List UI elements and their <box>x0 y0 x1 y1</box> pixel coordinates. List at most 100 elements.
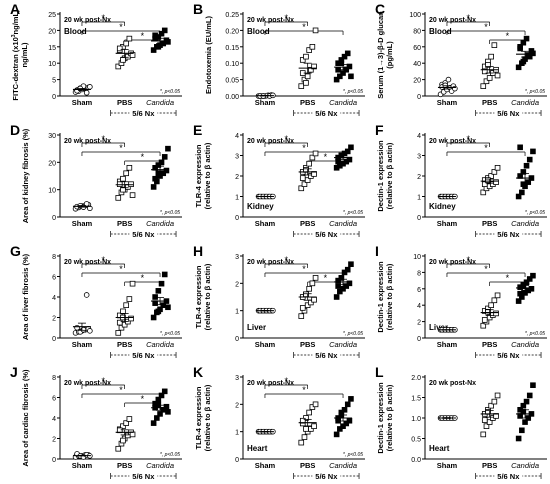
group-label: 5/6 Nx <box>132 230 155 239</box>
data-point <box>520 39 527 46</box>
data-point <box>348 73 354 80</box>
y-tick-label: 5 <box>52 78 56 85</box>
timepoint-label: 20 wk post-Nx <box>247 138 294 145</box>
x-tick-label: Sham <box>437 219 458 228</box>
data-point <box>481 317 488 323</box>
data-point <box>304 73 311 80</box>
data-point <box>158 280 165 287</box>
p-value-note: *, p<0.05 <box>160 89 180 95</box>
x-tick-label: PBS <box>300 340 315 349</box>
data-point <box>335 158 341 165</box>
data-point <box>312 275 319 281</box>
y-tick-label: 2 <box>235 174 239 181</box>
data-point <box>486 75 493 81</box>
sig-star: * <box>302 385 306 395</box>
data-point <box>161 388 168 395</box>
data-point <box>483 423 490 429</box>
data-point <box>150 47 157 53</box>
timepoint-label: 20 wk post-Nx <box>429 380 476 387</box>
y-tick-label: 20 <box>48 28 56 35</box>
panel-letter: A <box>10 1 20 17</box>
sig-star: * <box>119 385 123 395</box>
group-label-bg <box>312 108 341 117</box>
sig-star: * <box>302 264 306 274</box>
y-tick-label: 0.05 <box>225 78 239 85</box>
data-point <box>128 315 134 322</box>
y-axis-label-line: Dectin-1 expression <box>376 382 385 454</box>
data-point <box>301 434 308 440</box>
y-tick-label: 0.5 <box>411 437 421 444</box>
y-tick-label: 20 <box>48 160 56 167</box>
y-axis-label: TLR-4 expression(relative to β actin) <box>194 142 212 209</box>
data-point <box>494 292 501 299</box>
timepoint-label: 20 wk post-Nx <box>247 259 294 266</box>
data-point <box>115 195 122 201</box>
data-point <box>483 78 490 85</box>
y-tick-label: 100 <box>409 12 421 19</box>
y-tick-label: 0 <box>52 94 56 101</box>
y-tick-label: 4 <box>52 295 56 302</box>
timepoint-label: 20 wk post-Nx <box>64 138 111 145</box>
data-point <box>312 401 319 408</box>
y-axis-label: Area of cardiac fibrosis (%) <box>21 369 30 467</box>
data-point <box>481 181 488 188</box>
y-tick-label: 0 <box>417 336 421 343</box>
sig-star: * <box>285 13 289 23</box>
data-point <box>338 60 345 66</box>
y-axis-label-line: Area of cardiac fibrosis (%) <box>21 369 30 467</box>
y-tick-label: 10 <box>413 254 421 261</box>
panel-d: D 0 10 20 30 Area of kidney fibrosis (%) 20 wk… <box>10 122 182 239</box>
group-label: 5/6 Nx <box>132 472 155 481</box>
data-point <box>83 292 90 298</box>
group-label-bg <box>494 108 523 117</box>
y-tick-label: 0 <box>235 336 239 343</box>
data-point <box>116 45 123 52</box>
data-point <box>309 280 316 287</box>
y-tick-label: 20 <box>413 78 421 85</box>
y-tick-label: 0.10 <box>225 61 239 68</box>
data-point <box>155 288 162 294</box>
data-point <box>154 415 160 421</box>
data-point <box>163 403 170 410</box>
y-tick-label: 8 <box>52 375 56 382</box>
tissue-label: Blood <box>64 27 87 36</box>
data-point <box>155 308 162 315</box>
sig-star: * <box>141 31 145 41</box>
data-point <box>348 396 354 402</box>
x-tick-label: Candida <box>329 98 357 107</box>
p-value-note: *, p<0.05 <box>525 89 545 95</box>
sig-star: * <box>302 143 306 153</box>
data-point <box>309 154 316 161</box>
x-tick-label: Candida <box>511 98 539 107</box>
sig-star: * <box>119 264 123 274</box>
sig-star: * <box>285 255 289 265</box>
data-point <box>528 285 535 292</box>
data-point <box>530 50 536 57</box>
x-tick-label: Sham <box>255 98 276 107</box>
data-point <box>520 58 527 65</box>
y-tick-label: 30 <box>48 133 56 140</box>
data-point <box>494 72 501 79</box>
data-point <box>480 83 487 89</box>
data-point <box>74 324 80 331</box>
y-tick-label: 0 <box>52 215 56 222</box>
tissue-label: Liver <box>429 323 448 332</box>
data-point <box>515 193 522 200</box>
panel-letter: F <box>375 122 384 138</box>
x-tick-label: Sham <box>437 98 458 107</box>
panel-letter: G <box>10 243 21 259</box>
data-point <box>165 409 171 415</box>
group-label-bg <box>494 229 523 238</box>
y-tick-label: 0 <box>235 215 239 222</box>
data-point <box>488 173 494 179</box>
y-axis-label: Area of liver fibrosis (%) <box>21 253 30 340</box>
sig-star: * <box>324 273 328 283</box>
data-point <box>517 144 523 151</box>
y-tick-label: 0 <box>52 336 56 343</box>
tissue-label: Kidney <box>429 202 456 211</box>
timepoint-label: 20 wk post-Nx <box>64 259 111 266</box>
sig-star: * <box>467 134 471 144</box>
group-label: 5/6 Nx <box>132 109 155 118</box>
p-value-note: *, p<0.05 <box>160 210 180 216</box>
y-tick-label: 3 <box>235 254 239 261</box>
